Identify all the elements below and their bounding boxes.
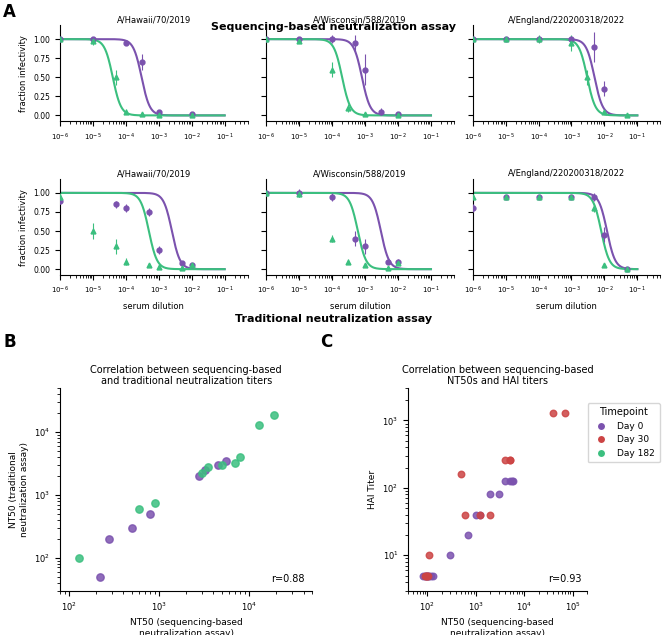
X-axis label: serum dilution: serum dilution (123, 302, 184, 311)
Legend: Day 0, Day 30, Day 182: Day 0, Day 30, Day 182 (588, 403, 660, 462)
Point (456, 469, 466, 479)
Point (197, 469, 207, 479)
Point (500, 455, 510, 465)
Point (422, 570, 433, 580)
Point (94, 572, 105, 582)
Title: A/England/220200318/2022: A/England/220200318/2022 (508, 16, 625, 25)
Text: A: A (3, 3, 16, 21)
X-axis label: NT50 (sequencing-based
neutralization assay): NT50 (sequencing-based neutralization as… (441, 618, 554, 635)
Text: B: B (3, 333, 16, 351)
Point (217, 460, 227, 470)
Point (133, 504, 144, 514)
Y-axis label: fraction infectivity: fraction infectivity (19, 35, 28, 112)
Point (445, 550, 456, 560)
Point (560, 408, 570, 418)
Y-axis label: NT50 (traditional
neutralization assay): NT50 (traditional neutralization assay) (9, 442, 29, 537)
Point (474, 510, 485, 520)
Text: r=0.93: r=0.93 (548, 575, 582, 584)
Point (127, 523, 137, 533)
Point (199, 465, 210, 475)
Point (145, 509, 155, 519)
Point (423, 570, 434, 580)
Point (460, 510, 470, 520)
Point (74, 552, 85, 563)
Text: Traditional neutralization assay: Traditional neutralization assay (235, 314, 432, 324)
Point (194, 471, 205, 481)
Y-axis label: fraction infectivity: fraction infectivity (19, 189, 28, 265)
Point (421, 570, 432, 580)
Point (548, 408, 558, 418)
X-axis label: serum dilution: serum dilution (329, 302, 391, 311)
Point (504, 455, 515, 465)
Title: A/Wisconsin/588/2019: A/Wisconsin/588/2019 (313, 170, 407, 178)
Point (494, 490, 504, 500)
Point (213, 460, 223, 470)
Point (424, 550, 435, 560)
Point (220, 456, 231, 466)
Point (470, 510, 481, 520)
Point (500, 476, 510, 486)
Point (428, 570, 438, 580)
Text: Sequencing-based neutralization assay: Sequencing-based neutralization assay (211, 22, 456, 32)
Point (423, 570, 434, 580)
Point (422, 570, 433, 580)
Point (508, 476, 519, 486)
Title: A/Hawaii/70/2019: A/Hawaii/70/2019 (117, 170, 191, 178)
Point (474, 510, 485, 520)
Point (230, 458, 241, 469)
Point (420, 570, 430, 580)
Point (418, 570, 428, 580)
Point (424, 570, 435, 580)
Point (104, 534, 115, 544)
Point (254, 420, 265, 430)
Point (203, 462, 213, 472)
Point (504, 476, 515, 486)
Point (426, 570, 436, 580)
Point (420, 570, 430, 580)
Title: A/Hawaii/70/2019: A/Hawaii/70/2019 (117, 16, 191, 25)
Text: C: C (320, 333, 332, 351)
Title: Correlation between sequencing-based
NT50s and HAI titers: Correlation between sequencing-based NT5… (402, 364, 594, 386)
Point (485, 510, 496, 520)
X-axis label: NT50 (sequencing-based
neutralization assay): NT50 (sequencing-based neutralization as… (130, 618, 243, 635)
Title: A/Wisconsin/588/2019: A/Wisconsin/588/2019 (313, 16, 407, 25)
Point (421, 570, 432, 580)
Title: Correlation between sequencing-based
and traditional neutralization titers: Correlation between sequencing-based and… (90, 364, 282, 386)
Y-axis label: HAI Titer: HAI Titer (368, 470, 377, 509)
Point (485, 490, 496, 500)
Point (235, 452, 246, 462)
Text: r=0.88: r=0.88 (271, 575, 305, 584)
X-axis label: serum dilution: serum dilution (536, 302, 597, 311)
Point (269, 410, 279, 420)
Point (149, 498, 160, 508)
Point (506, 476, 517, 486)
Point (504, 455, 515, 465)
Title: A/England/220200318/2022: A/England/220200318/2022 (508, 170, 625, 178)
Point (463, 530, 474, 540)
